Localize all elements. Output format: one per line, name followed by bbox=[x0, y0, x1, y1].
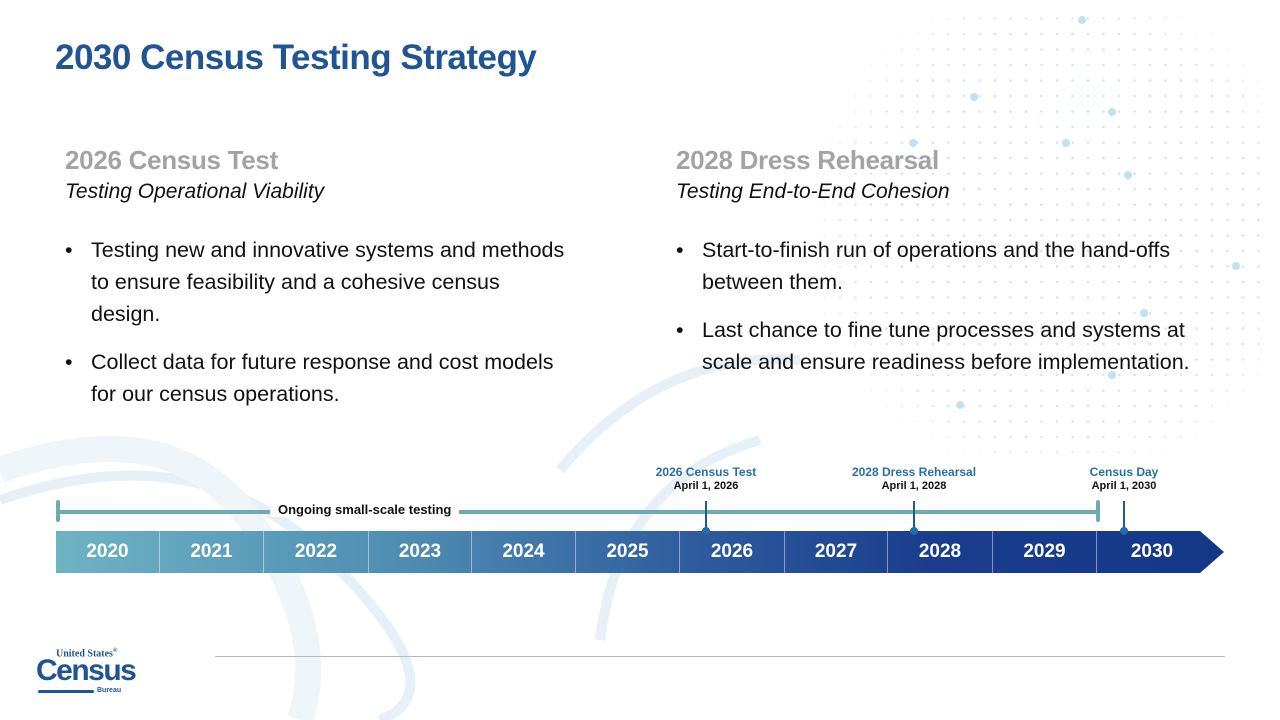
milestone-dot bbox=[1120, 527, 1128, 535]
footer-divider bbox=[215, 656, 1225, 657]
year-segment: 2026 bbox=[680, 531, 785, 573]
milestone-name: Census Day bbox=[1089, 465, 1159, 479]
slide-title: 2030 Census Testing Strategy bbox=[55, 38, 537, 77]
milestone-date: April 1, 2026 bbox=[673, 480, 739, 492]
milestone-stem bbox=[705, 501, 707, 531]
census-test-column: 2026 Census Test Testing Operational Via… bbox=[65, 145, 565, 426]
bullet-text: Testing new and innovative systems and m… bbox=[91, 238, 565, 326]
bullet-item: • Start-to-finish run of operations and … bbox=[676, 234, 1216, 298]
dress-rehearsal-subtitle: Testing End-to-End Cohesion bbox=[676, 180, 950, 203]
milestone-census-day: Census Day April 1, 2030 bbox=[1090, 465, 1159, 492]
year-segment: 2020 bbox=[56, 531, 160, 573]
ongoing-testing-label: Ongoing small-scale testing bbox=[270, 502, 460, 517]
milestone-date: April 1, 2030 bbox=[1091, 480, 1157, 492]
milestone-census-test: 2026 Census Test April 1, 2026 bbox=[656, 465, 757, 492]
census-bureau-logo: United States® Census Bureau bbox=[36, 648, 137, 708]
census-test-subtitle: Testing Operational Viability bbox=[65, 180, 325, 203]
logo-top-text: United States® bbox=[56, 648, 118, 660]
bullet-icon: • bbox=[676, 318, 684, 342]
timeline: Ongoing small-scale testing 2026 Census … bbox=[0, 455, 1280, 585]
census-test-bullets: • Testing new and innovative systems and… bbox=[65, 234, 565, 410]
year-segment: 2028 bbox=[888, 531, 993, 573]
ongoing-testing-end-cap bbox=[1096, 500, 1100, 522]
bullet-text: Collect data for future response and cos… bbox=[91, 350, 554, 406]
logo-bottom-text: Bureau bbox=[97, 687, 122, 694]
bullet-item: • Last chance to fine tune processes and… bbox=[676, 314, 1216, 378]
bullet-icon: • bbox=[65, 350, 73, 374]
bullet-text: Start-to-finish run of operations and th… bbox=[702, 238, 1171, 294]
year-segment: 2025 bbox=[576, 531, 680, 573]
year-segment: 2022 bbox=[264, 531, 369, 573]
milestone-name: 2026 Census Test bbox=[655, 465, 757, 479]
dress-rehearsal-heading: 2028 Dress Rehearsal bbox=[676, 145, 939, 175]
bullet-text: Last chance to fine tune processes and s… bbox=[702, 318, 1190, 374]
census-test-heading: 2026 Census Test bbox=[65, 145, 278, 175]
year-segment: 2030 bbox=[1130, 541, 1174, 562]
milestone-dot bbox=[910, 527, 918, 535]
dress-rehearsal-bullets: • Start-to-finish run of operations and … bbox=[676, 234, 1216, 378]
bullet-item: • Collect data for future response and c… bbox=[65, 346, 565, 410]
milestone-stem bbox=[913, 501, 915, 531]
milestone-dress-rehearsal: 2028 Dress Rehearsal April 1, 2028 bbox=[852, 465, 976, 492]
logo-main-text: Census bbox=[36, 654, 137, 687]
milestone-date: April 1, 2028 bbox=[881, 480, 947, 492]
year-segment: 2027 bbox=[785, 531, 888, 573]
bullet-item: • Testing new and innovative systems and… bbox=[65, 234, 565, 330]
logo-underline bbox=[38, 690, 94, 693]
year-segment: 2029 bbox=[993, 531, 1097, 573]
ongoing-testing-line bbox=[56, 510, 1098, 514]
dress-rehearsal-column: 2028 Dress Rehearsal Testing End-to-End … bbox=[676, 145, 1216, 394]
year-segment: 2023 bbox=[369, 531, 472, 573]
year-arrow-bar: 2020 2021 2022 2023 2024 2025 2026 2027 … bbox=[56, 531, 1224, 573]
bullet-icon: • bbox=[65, 238, 73, 262]
year-segment: 2024 bbox=[472, 531, 576, 573]
milestone-stem bbox=[1123, 501, 1125, 531]
year-segment: 2021 bbox=[160, 531, 264, 573]
milestone-dot bbox=[702, 527, 710, 535]
bullet-icon: • bbox=[676, 238, 684, 262]
milestone-name: 2028 Dress Rehearsal bbox=[851, 465, 977, 479]
ongoing-testing-start-cap bbox=[56, 500, 60, 522]
